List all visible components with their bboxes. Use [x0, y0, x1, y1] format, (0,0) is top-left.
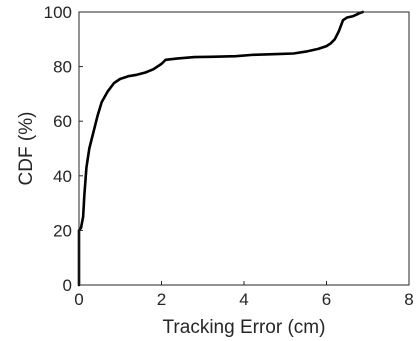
- y-axis-label: CDF (%): [16, 112, 37, 186]
- x-tick-label: 0: [74, 290, 83, 309]
- axes-box: [78, 11, 410, 286]
- y-axis-ticks: 0 20 40 60 80 100: [44, 3, 83, 295]
- x-tick-label: 2: [157, 290, 166, 309]
- plot-area: 0 2 4 6 8 0 20 40 60 80 100: [44, 3, 414, 309]
- y-tick-label: 60: [53, 112, 72, 131]
- x-axis-label: Tracking Error (cm): [163, 317, 326, 338]
- y-tick-label: 100: [44, 3, 72, 22]
- series-line-cdf: [77, 10, 365, 287]
- y-tick-label: 20: [53, 221, 72, 240]
- x-tick-label: 8: [404, 290, 413, 309]
- y-tick-label: 40: [53, 167, 72, 186]
- y-tick-label: 80: [53, 58, 72, 77]
- y-tick-label: 0: [63, 276, 72, 295]
- x-tick-label: 4: [239, 290, 248, 309]
- x-tick-label: 6: [322, 290, 331, 309]
